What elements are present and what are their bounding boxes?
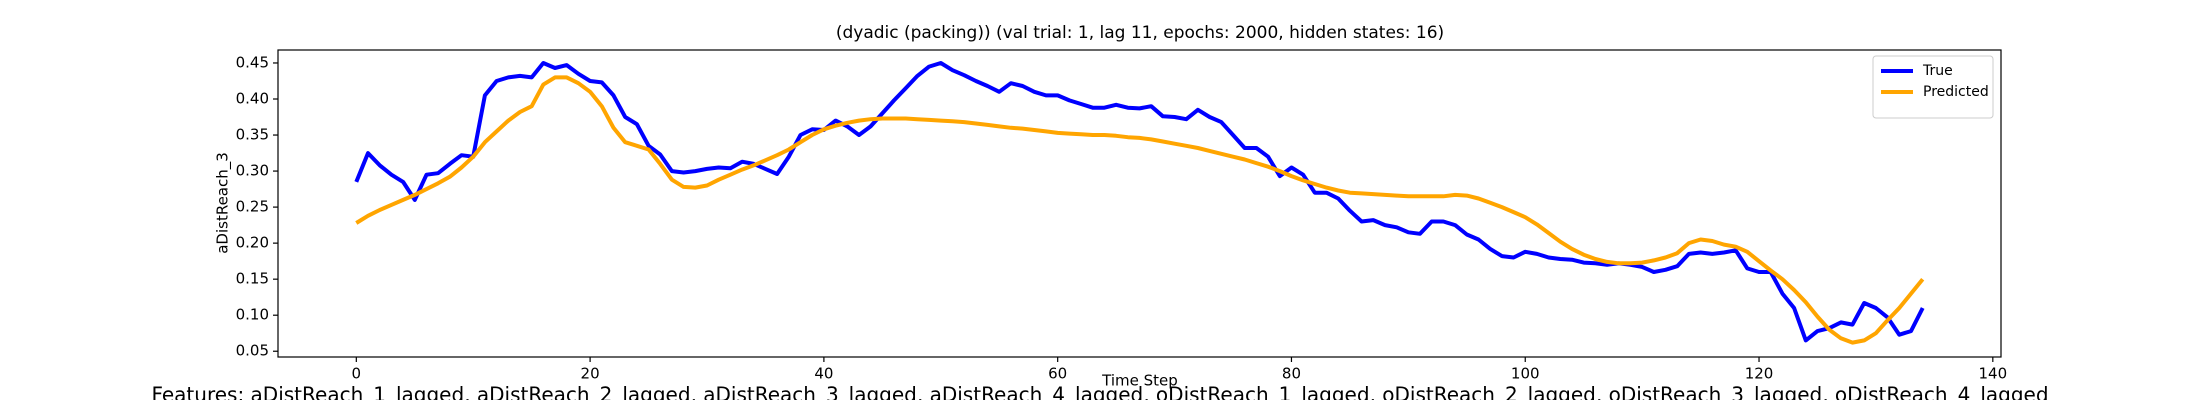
y-tick-label: 0.15 bbox=[236, 270, 269, 288]
line bbox=[354, 61, 1925, 343]
footnote: Features: aDistReach_1_lagged, aDistReac… bbox=[151, 383, 2048, 401]
y-tick-label: 0.35 bbox=[236, 126, 269, 144]
x-tick-label: 120 bbox=[1745, 365, 1774, 383]
y-tick-label: 0.30 bbox=[236, 162, 269, 180]
x-tick-label: 60 bbox=[1048, 365, 1067, 383]
chart-title: (dyadic (packing)) (val trial: 1, lag 11… bbox=[836, 23, 1444, 43]
x-axis-label: Time Step bbox=[1101, 372, 1178, 390]
x-tick-label: 0 bbox=[352, 365, 362, 383]
x-tick-label: 100 bbox=[1511, 365, 1540, 383]
legend-label: Predicted bbox=[1923, 84, 1989, 100]
plot-frame bbox=[277, 49, 2002, 358]
y-tick-label: 0.25 bbox=[236, 198, 269, 216]
y-tick-label: 0.45 bbox=[236, 53, 269, 71]
y-axis-label: aDistReach_3 bbox=[214, 152, 233, 254]
y-tick-label: 0.05 bbox=[236, 342, 269, 360]
y-tick-label: 0.40 bbox=[236, 90, 269, 108]
y-tick-label: 0.10 bbox=[236, 306, 269, 324]
x-tick-label: 80 bbox=[1282, 365, 1301, 383]
x-tick-label: 140 bbox=[1978, 365, 2007, 383]
legend-label: True bbox=[1922, 63, 1953, 79]
line bbox=[355, 75, 1925, 345]
y-tick-label: 0.20 bbox=[236, 234, 269, 252]
x-tick-label: 40 bbox=[814, 365, 833, 383]
x-tick-label: 20 bbox=[581, 365, 600, 383]
